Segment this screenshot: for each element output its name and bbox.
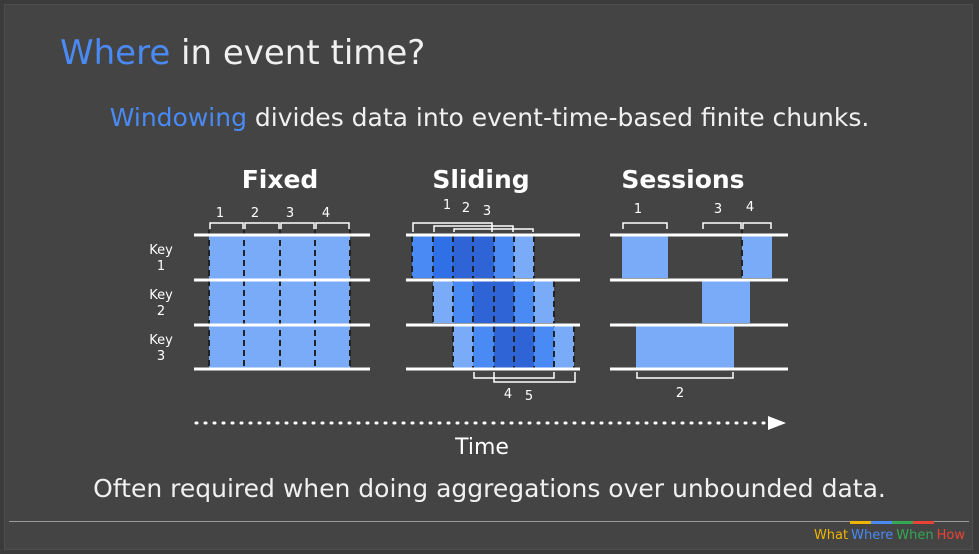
- sliding-k2-seg: [534, 281, 554, 323]
- footer-statement: Often required when doing aggregations o…: [93, 474, 886, 503]
- fixed-label-1: 1: [216, 206, 224, 221]
- sliding-k1-seg: [433, 236, 453, 278]
- title-rest: in event time?: [170, 33, 426, 73]
- session-label-2: 2: [676, 386, 684, 401]
- session-1-block: [622, 236, 668, 278]
- sliding-brackets: [412, 222, 576, 383]
- sliding-windows: 1 2 3 4 5: [406, 198, 580, 404]
- nav-when[interactable]: When: [896, 528, 934, 543]
- sliding-bottom-label-5: 5: [525, 389, 533, 404]
- nav-bar-where: [871, 521, 892, 524]
- session-4-block: [742, 236, 772, 278]
- sliding-k3-seg: [554, 326, 574, 368]
- sliding-k1-seg: [514, 236, 534, 278]
- key-word-1: Key: [149, 243, 173, 258]
- nav-what[interactable]: What: [813, 528, 849, 543]
- nav-bar-when: [892, 521, 913, 524]
- nav-where[interactable]: Where: [851, 528, 894, 543]
- session-3-block: [702, 281, 750, 323]
- sliding-heading: Sliding: [432, 165, 529, 194]
- time-label: Time: [454, 435, 509, 460]
- footer-divider: [9, 521, 969, 522]
- sliding-k2-seg: [433, 281, 453, 323]
- nav-bar-what: [850, 521, 871, 524]
- fixed-label-4: 4: [322, 206, 330, 221]
- sessions-brackets: [622, 222, 772, 379]
- session-windows: 1 3 4 2: [610, 200, 788, 401]
- time-arrow-head: [768, 416, 786, 430]
- fixed-key-lines: [194, 233, 370, 371]
- sliding-top-label-1: 1: [443, 198, 451, 213]
- key-number-2: 2: [157, 304, 165, 319]
- section-nav: What Where When How: [811, 528, 965, 543]
- sliding-k2-seg: [514, 281, 534, 323]
- sliding-k3-seg: [453, 326, 473, 368]
- fixed-label-3: 3: [286, 206, 294, 221]
- key-number-3: 3: [157, 349, 165, 364]
- page-title: Where in event time?: [60, 33, 425, 73]
- sliding-k1-seg: [412, 236, 433, 278]
- nav-bar-how: [913, 521, 934, 524]
- title-highlight: Where: [60, 33, 171, 73]
- sliding-k2-seg: [453, 281, 473, 323]
- sessions-key-lines: [610, 233, 788, 371]
- sessions-heading: Sessions: [621, 165, 744, 194]
- sliding-bottom-label-4: 4: [504, 387, 512, 402]
- fixed-brackets: [209, 222, 350, 229]
- key-word-3: Key: [149, 333, 173, 348]
- session-label-4: 4: [746, 200, 754, 215]
- sliding-boundaries: [411, 236, 575, 368]
- sliding-k3-seg: [473, 326, 494, 368]
- subtitle-rest: divides data into event-time-based finit…: [246, 103, 870, 132]
- key-word-2: Key: [149, 288, 173, 303]
- session-2-block: [636, 326, 734, 368]
- subtitle-highlight: Windowing: [109, 103, 247, 132]
- key-number-1: 1: [157, 259, 165, 274]
- fixed-label-2: 2: [251, 206, 259, 221]
- sliding-k3-seg: [534, 326, 554, 368]
- session-label-3: 3: [714, 202, 722, 217]
- sliding-key-lines: [406, 233, 580, 371]
- key-labels: Key 1 Key 2 Key 3: [149, 243, 173, 364]
- sliding-k1-seg: [494, 236, 514, 278]
- fixed-windows: 1 2 3 4: [194, 206, 370, 371]
- fixed-heading: Fixed: [242, 165, 319, 194]
- windowing-diagram: Fixed Sliding Sessions Key 1 Key 2 Key 3: [149, 165, 788, 460]
- subtitle: Windowing divides data into event-time-b…: [0, 103, 979, 132]
- nav-how[interactable]: How: [936, 528, 965, 543]
- session-label-1: 1: [634, 202, 642, 217]
- sliding-top-label-3: 3: [483, 204, 491, 219]
- fixed-window-boundaries: [208, 230, 351, 370]
- sliding-top-label-2: 2: [462, 201, 470, 216]
